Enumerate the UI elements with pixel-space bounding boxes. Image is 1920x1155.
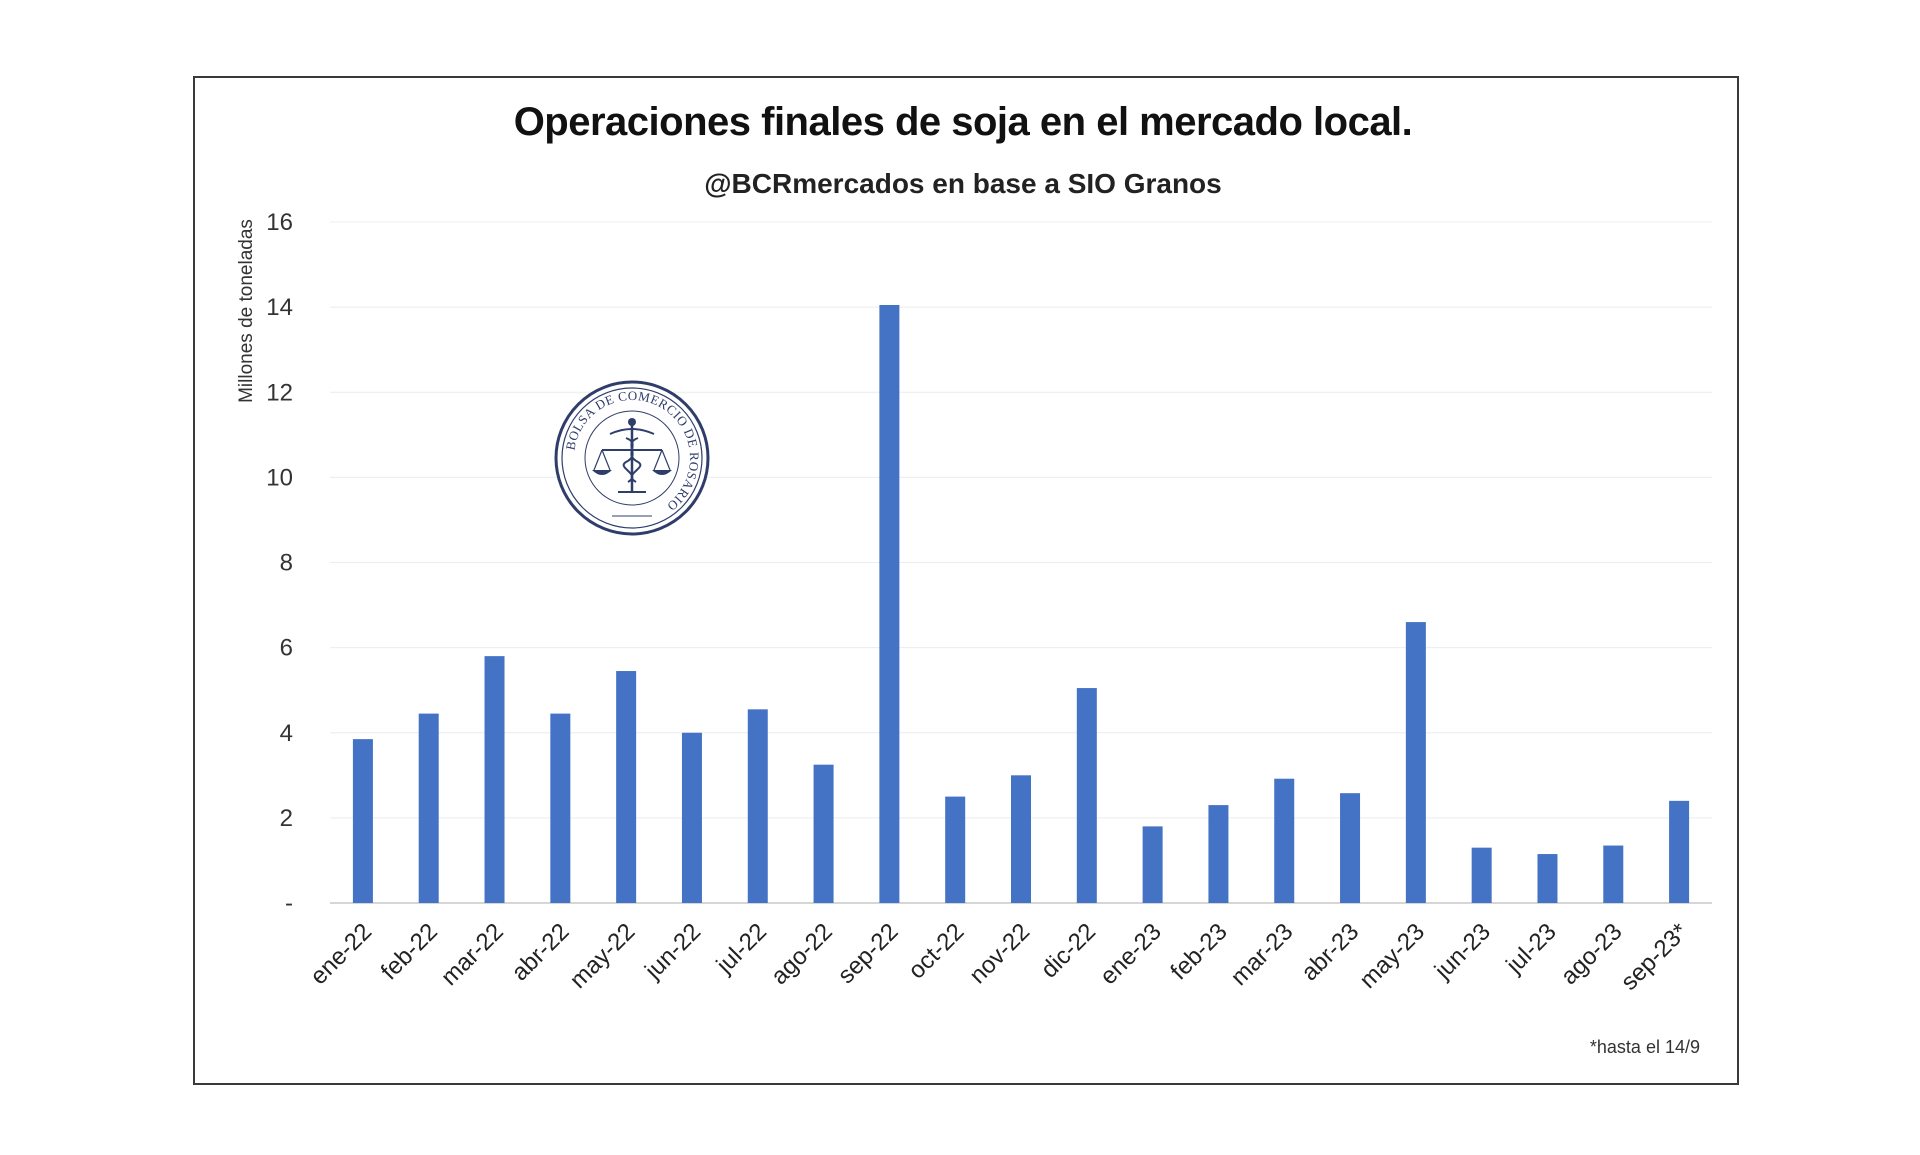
x-tick-label: sep-23* (1616, 918, 1694, 996)
bar (1537, 854, 1558, 903)
y-tick-label: 6 (280, 635, 293, 662)
x-tick-label: may-22 (565, 918, 641, 994)
chart-frame (193, 76, 1739, 1085)
x-tick-label: dic-22 (1036, 918, 1101, 983)
x-tick-label: feb-22 (376, 918, 443, 985)
y-tick-label: 8 (280, 550, 293, 577)
bar (1603, 845, 1624, 903)
bar (1669, 800, 1690, 903)
bar (1471, 847, 1492, 903)
y-tick-label: 4 (280, 720, 293, 747)
x-tick-label: jun-23 (1429, 918, 1496, 985)
x-tick-label: jul-23 (1500, 918, 1561, 979)
x-tick-label: jun-22 (639, 918, 706, 985)
x-tick-label: feb-23 (1165, 918, 1232, 985)
x-tick-label: oct-22 (903, 918, 969, 984)
x-tick-label: may-23 (1354, 918, 1430, 994)
bcr-seal-icon: BOLSA DE COMERCIO DE ROSARIO (554, 380, 710, 536)
bar (945, 796, 966, 903)
y-axis-label: Millones de toneladas (236, 219, 257, 403)
bar (1076, 688, 1097, 903)
y-axis-ticks: - 2 4 6 8 10 12 14 16 (266, 209, 293, 917)
y-tick-label: 14 (266, 294, 293, 321)
x-tick-label: ene-23 (1095, 918, 1167, 990)
bar (616, 671, 637, 903)
y-tick-label: 10 (266, 464, 293, 491)
x-tick-label: ago-23 (1556, 918, 1628, 990)
bar (1405, 622, 1426, 903)
bar (879, 304, 900, 903)
x-tick-label: ene-22 (305, 918, 377, 990)
x-tick-label: sep-22 (833, 918, 904, 989)
bar (484, 656, 505, 903)
chart-subtitle: @BCRmercados en base a SIO Granos (704, 168, 1221, 199)
chart-title: Operaciones finales de soja en el mercad… (514, 100, 1413, 144)
bars (352, 304, 1690, 903)
bar (352, 739, 373, 903)
x-tick-label: abr-22 (506, 918, 574, 986)
bar (1142, 826, 1163, 903)
x-tick-label: ago-22 (766, 918, 838, 990)
bar (550, 713, 571, 903)
x-tick-label: mar-23 (1226, 918, 1299, 991)
bar (418, 713, 439, 903)
y-tick-label: - (285, 890, 293, 917)
bar (1274, 778, 1295, 903)
y-tick-label: 2 (280, 805, 293, 832)
bar (813, 764, 834, 903)
y-tick-label: 16 (266, 209, 293, 236)
bar (747, 709, 768, 903)
x-tick-label: nov-22 (964, 918, 1035, 989)
x-tick-label: abr-23 (1296, 918, 1364, 986)
x-tick-label: mar-22 (436, 918, 509, 991)
footnote: *hasta el 14/9 (1590, 1037, 1700, 1057)
y-tick-label: 12 (266, 379, 293, 406)
bar (1208, 805, 1229, 903)
bar (1011, 775, 1031, 903)
x-tick-label: jul-22 (711, 918, 772, 979)
bar (681, 732, 702, 903)
bar (1340, 793, 1361, 903)
